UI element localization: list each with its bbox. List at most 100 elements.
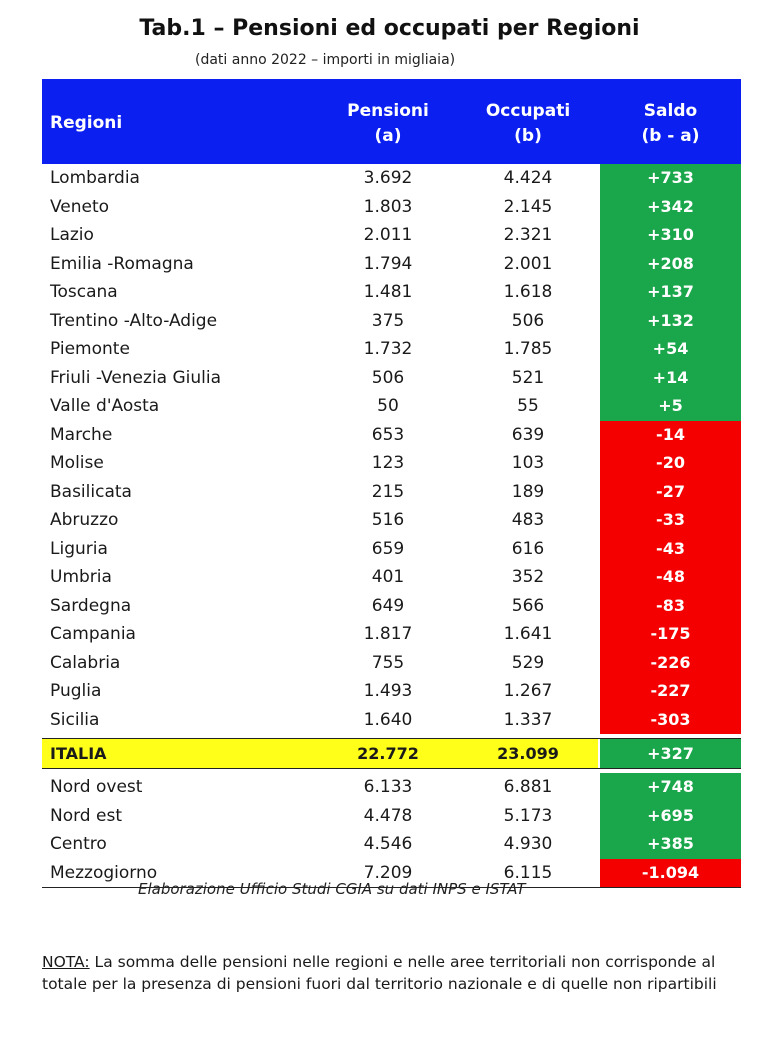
region-name: Veneto <box>50 196 110 217</box>
table-row: Valle d'Aosta 50 55 +5 <box>42 392 741 421</box>
pensioni-value: 401 <box>371 567 405 587</box>
saldo-value: +748 <box>600 773 741 802</box>
table-row: Friuli -Venezia Giulia 506 521 +14 <box>42 363 741 392</box>
note-label: NOTA: <box>42 953 90 971</box>
occupati-value: 6.881 <box>503 777 553 797</box>
region-name: Valle d'Aosta <box>50 396 160 416</box>
saldo-value: +54 <box>600 335 741 364</box>
table-subtitle: (dati anno 2022 – importi in migliaia) <box>195 52 456 68</box>
areas-body: Nord ovest 6.133 6.881 +748 Nord est 4.478 5.… <box>42 773 741 887</box>
table-row: Umbria 401 352 -48 <box>42 563 741 592</box>
region-name: ITALIA <box>50 744 107 763</box>
table-row: Trentino -Alto-Adige 375 506 +132 <box>42 306 741 335</box>
occupati-value: 103 <box>511 453 545 473</box>
table-row: Nord ovest 6.133 6.881 +748 <box>42 773 741 802</box>
saldo-value: -83 <box>600 591 741 620</box>
pensioni-value: 1.794 <box>363 253 413 274</box>
occupati-value: 1.618 <box>503 282 553 302</box>
pensioni-value: 50 <box>377 396 399 416</box>
occupati-value: 2.321 <box>503 225 553 245</box>
pensioni-value: 4.478 <box>363 805 413 826</box>
table-header: Regioni Pensioni (a) Occupati (b) Saldo … <box>42 79 741 164</box>
saldo-value: +208 <box>600 249 741 278</box>
saldo-value: -227 <box>600 677 741 706</box>
occupati-value: 23.099 <box>497 744 559 763</box>
occupati-value: 2.145 <box>503 196 553 217</box>
occupati-value: 1.785 <box>503 339 553 359</box>
pensioni-value: 375 <box>371 310 405 331</box>
occupati-value: 352 <box>511 567 545 587</box>
pensioni-value: 2.011 <box>363 225 413 245</box>
occupati-value: 639 <box>511 424 545 445</box>
region-name: Emilia -Romagna <box>50 253 194 274</box>
saldo-value: +327 <box>600 739 741 768</box>
saldo-value: +695 <box>600 801 741 830</box>
occupati-value: 6.115 <box>503 862 553 883</box>
table-title: Tab.1 – Pensioni ed occupati per Regioni <box>139 16 640 41</box>
saldo-value: +342 <box>600 192 741 221</box>
header-pensioni: Pensioni (a) <box>347 101 429 146</box>
saldo-value: -20 <box>600 449 741 478</box>
saldo-value: +5 <box>600 392 741 421</box>
region-name: Lombardia <box>50 168 140 188</box>
region-name: Umbria <box>50 567 112 587</box>
region-name: Trentino -Alto-Adige <box>50 310 218 331</box>
pensioni-value: 649 <box>371 595 405 616</box>
region-name: Campania <box>50 624 136 644</box>
occupati-value: 566 <box>511 595 545 616</box>
table-bottom-rule <box>42 887 741 888</box>
occupati-value: 55 <box>517 396 539 416</box>
occupati-value: 483 <box>511 510 545 530</box>
region-name: Puglia <box>50 681 102 701</box>
pensioni-value: 3.692 <box>363 168 413 188</box>
pensioni-value: 1.481 <box>363 282 413 302</box>
region-name: Friuli -Venezia Giulia <box>50 367 222 388</box>
table-row: Piemonte 1.732 1.785 +54 <box>42 335 741 364</box>
table-row: Basilicata 215 189 -27 <box>42 477 741 506</box>
occupati-value: 506 <box>511 310 545 331</box>
saldo-value: -48 <box>600 563 741 592</box>
area-name: Mezzogiorno <box>50 862 158 883</box>
pensioni-value: 1.640 <box>363 709 413 730</box>
table-row: Lombardia 3.692 4.424 +733 <box>42 164 741 193</box>
pensioni-value: 6.133 <box>363 777 413 797</box>
area-name: Centro <box>50 834 107 854</box>
saldo-value: -1.094 <box>600 858 741 887</box>
header-regioni: Regioni <box>50 113 123 133</box>
table-row: Sicilia 1.640 1.337 -303 <box>42 705 741 734</box>
occupati-value: 5.173 <box>503 805 553 826</box>
table-row: Calabria 755 529 -226 <box>42 648 741 677</box>
occupati-value: 4.930 <box>503 834 553 854</box>
note-text: La somma delle pensioni nelle regioni e … <box>42 953 717 993</box>
occupati-value: 616 <box>511 538 545 559</box>
regions-body: Lombardia 3.692 4.424 +733 Veneto 1.803 2.145… <box>42 164 741 734</box>
table-row: Molise 123 103 -20 <box>42 449 741 478</box>
saldo-value: -43 <box>600 534 741 563</box>
saldo-value: -303 <box>600 705 741 734</box>
pensioni-value: 659 <box>371 538 405 559</box>
saldo-value: +310 <box>600 221 741 250</box>
saldo-value: +733 <box>600 164 741 193</box>
pensioni-value: 22.772 <box>357 744 419 763</box>
occupati-value: 529 <box>511 652 545 673</box>
occupati-value: 189 <box>511 481 545 502</box>
region-name: Marche <box>50 424 113 445</box>
table-row: Veneto 1.803 2.145 +342 <box>42 192 741 221</box>
table-row: Sardegna 649 566 -83 <box>42 591 741 620</box>
pensioni-value: 506 <box>371 367 405 388</box>
saldo-value: +132 <box>600 306 741 335</box>
table-row: Campania 1.817 1.641 -175 <box>42 620 741 649</box>
region-name: Abruzzo <box>50 510 119 530</box>
table-row: Marche 653 639 -14 <box>42 420 741 449</box>
pensioni-value: 1.817 <box>363 624 413 644</box>
table-row: Centro 4.546 4.930 +385 <box>42 830 741 859</box>
saldo-value: -175 <box>600 620 741 649</box>
saldo-value: -33 <box>600 506 741 535</box>
pensioni-value: 1.803 <box>363 196 413 217</box>
table-row: Toscana 1.481 1.618 +137 <box>42 278 741 307</box>
pensioni-value: 755 <box>371 652 405 673</box>
header-occupati: Occupati (b) <box>485 101 571 146</box>
area-name: Nord ovest <box>50 777 143 797</box>
table-row: Liguria 659 616 -43 <box>42 534 741 563</box>
region-name: Toscana <box>50 282 118 302</box>
